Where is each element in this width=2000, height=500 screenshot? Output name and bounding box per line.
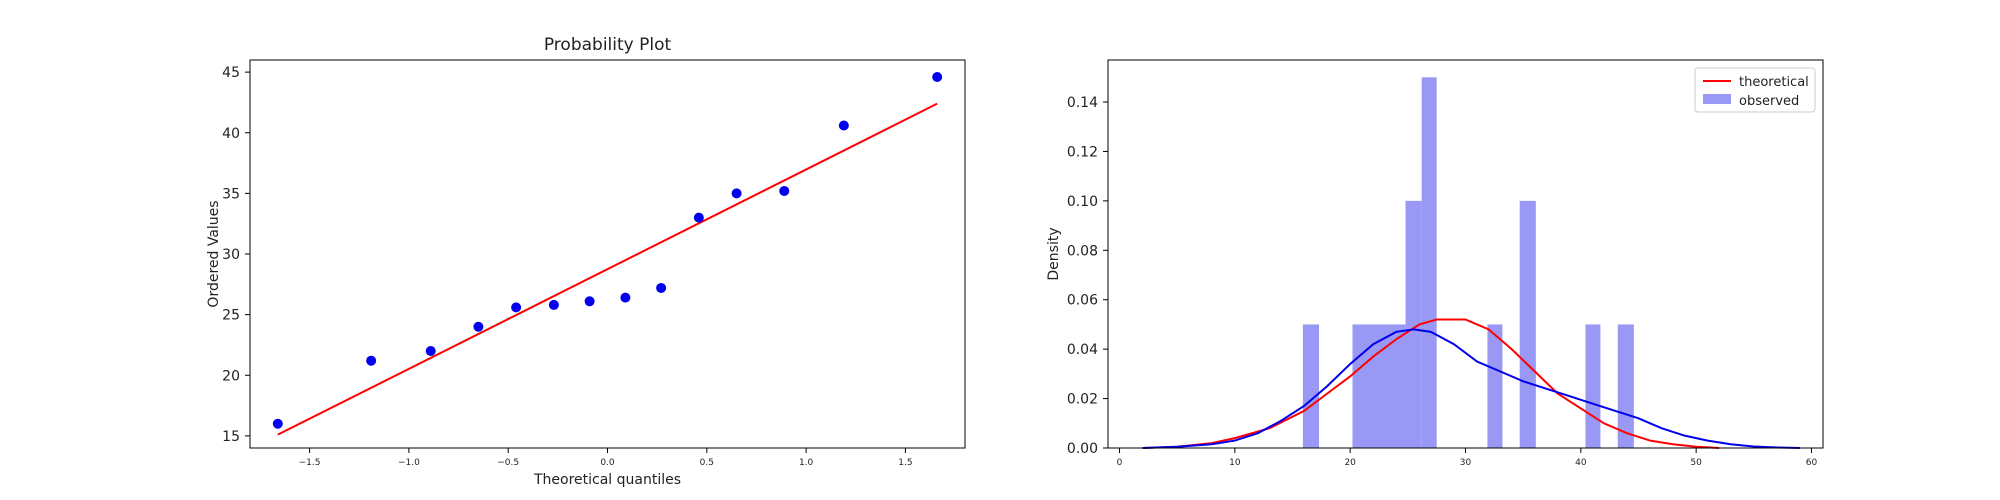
x-tick-label: 50 — [1690, 458, 1702, 468]
x-tick-label: 0.0 — [600, 458, 615, 468]
y-tick-label: 0.00 — [1067, 441, 1098, 457]
data-point — [779, 185, 790, 196]
data-point — [425, 346, 436, 356]
x-tick-label: 20 — [1344, 458, 1356, 468]
histogram-bar — [1421, 77, 1437, 448]
histogram-bar — [1302, 324, 1320, 448]
y-tick-label: 30 — [222, 247, 240, 263]
data-point — [511, 302, 522, 313]
x-tick-label: −1.0 — [398, 458, 420, 468]
x-tick-label: 1.5 — [898, 458, 912, 468]
data-point — [838, 120, 849, 131]
y-axis-label: Density — [1046, 227, 1062, 280]
x-tick-label: 60 — [1806, 458, 1818, 468]
histogram-bar — [1617, 324, 1634, 448]
kde-curve — [1142, 328, 1800, 449]
y-tick-label: 0.14 — [1067, 95, 1098, 111]
histogram-bar — [1487, 324, 1503, 448]
y-tick-label: 0.02 — [1067, 392, 1098, 408]
data-point — [656, 282, 667, 293]
y-axis-label: Ordered Values — [206, 200, 222, 307]
y-tick-label: 0.12 — [1067, 144, 1098, 160]
x-tick-label: 10 — [1229, 458, 1241, 468]
plot-area — [1142, 77, 1800, 449]
chart-title: Probability Plot — [544, 35, 672, 55]
plot-area — [272, 71, 943, 436]
data-point — [620, 292, 631, 303]
y-tick-label: 0.04 — [1067, 342, 1098, 358]
histogram-bar — [1585, 324, 1601, 448]
histogram-bar — [1352, 324, 1406, 448]
data-point — [548, 299, 559, 310]
axis-ticks: 0 10 20 30 40 50 60 0.00 0.02 0.04 0.06 0.08 0.10 0.1… — [1067, 95, 1818, 468]
data-point — [366, 355, 377, 366]
y-tick-label: 15 — [222, 429, 240, 445]
y-tick-label: 25 — [222, 308, 240, 324]
x-axis-label: Theoretical quantiles — [533, 472, 681, 488]
x-tick-label: −0.5 — [497, 458, 519, 468]
y-tick-label: 20 — [222, 368, 240, 384]
x-tick-label: 0 — [1117, 458, 1123, 468]
data-point — [473, 321, 484, 332]
legend: theoretical observed — [1694, 67, 1816, 113]
x-tick-label: 0.5 — [700, 458, 714, 468]
y-tick-label: 0.10 — [1067, 194, 1098, 210]
histogram-bar — [1405, 200, 1422, 448]
plot-frame — [249, 59, 966, 449]
y-tick-label: 0.06 — [1067, 293, 1098, 309]
legend-label-observed: observed — [1739, 94, 1799, 109]
histogram-bar — [1519, 200, 1536, 448]
plot-frame — [1107, 59, 1824, 449]
legend-label-theoretical: theoretical — [1739, 75, 1809, 90]
data-point — [272, 418, 283, 429]
axis-ticks: −1.5 −1.0 −0.5 0.0 0.5 1.0 1.5 15 20 25 30 35 40 45 — [222, 65, 912, 468]
x-tick-label: 30 — [1460, 458, 1472, 468]
y-tick-label: 40 — [222, 126, 240, 142]
probability-plot-panel: Probability Plot Theoretical quantiles O… — [206, 35, 966, 488]
y-tick-label: 45 — [222, 65, 240, 81]
x-tick-label: 40 — [1575, 458, 1587, 468]
data-point — [932, 71, 943, 82]
y-tick-label: 0.08 — [1067, 243, 1098, 259]
density-histogram-panel: Density 0 10 20 30 40 50 60 0.00 0.02 0.04 0.06 0.0… — [1046, 59, 1824, 468]
y-tick-label: 35 — [222, 186, 240, 202]
x-tick-label: 1.0 — [799, 458, 814, 468]
x-tick-label: −1.5 — [299, 458, 321, 468]
legend-swatch-observed — [1703, 94, 1731, 104]
data-point — [693, 212, 704, 223]
theoretical-curve — [1142, 318, 1720, 449]
data-point — [731, 188, 742, 199]
fit-line — [277, 102, 938, 436]
data-point — [584, 296, 595, 307]
